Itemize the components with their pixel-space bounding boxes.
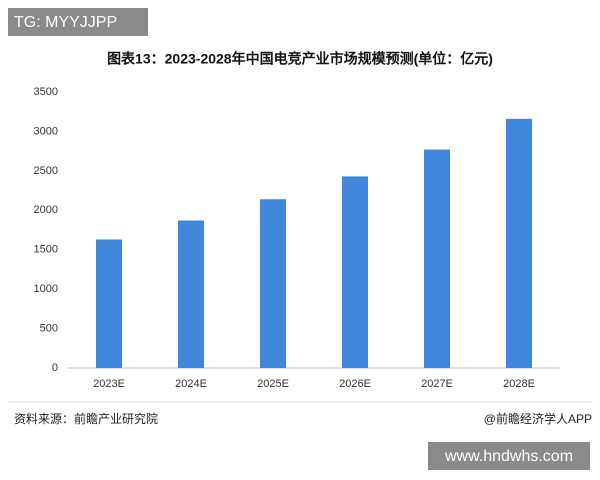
overlay-bottom: www.hndwhs.com (444, 448, 573, 465)
y-tick-label: 1000 (34, 283, 58, 295)
overlay-box (428, 442, 590, 470)
y-tick-label: 500 (40, 322, 58, 334)
y-tick-label: 2500 (34, 165, 58, 177)
x-tick-label: 2026E (339, 378, 371, 390)
x-tick-label: 2027E (421, 378, 453, 390)
bar (260, 199, 286, 368)
bar (96, 239, 122, 368)
source: 资料来源：前瞻产业研究院 (14, 411, 158, 426)
bar (178, 220, 204, 368)
y-tick-label: 3000 (34, 125, 58, 137)
chart-title: 图表13：2023-2028年中国电竞产业市场规模预测(单位：亿元) (107, 51, 493, 67)
overlay-top: TG: MYYJJPP (14, 14, 117, 31)
x-tick-label: 2023E (93, 378, 125, 390)
x-tick-label: 2025E (257, 378, 289, 390)
y-tick-label: 3500 (34, 86, 58, 98)
x-tick-label: 2024E (175, 378, 207, 390)
credit: @前瞻经济学人APP (484, 411, 592, 426)
y-tick-label: 1500 (34, 244, 58, 256)
bar (342, 176, 368, 368)
x-tick-label: 2028E (503, 378, 535, 390)
bar (424, 149, 450, 368)
bar (506, 118, 532, 368)
overlay-box (8, 8, 148, 36)
y-tick-label: 0 (52, 362, 58, 374)
y-tick-label: 2000 (34, 204, 58, 216)
